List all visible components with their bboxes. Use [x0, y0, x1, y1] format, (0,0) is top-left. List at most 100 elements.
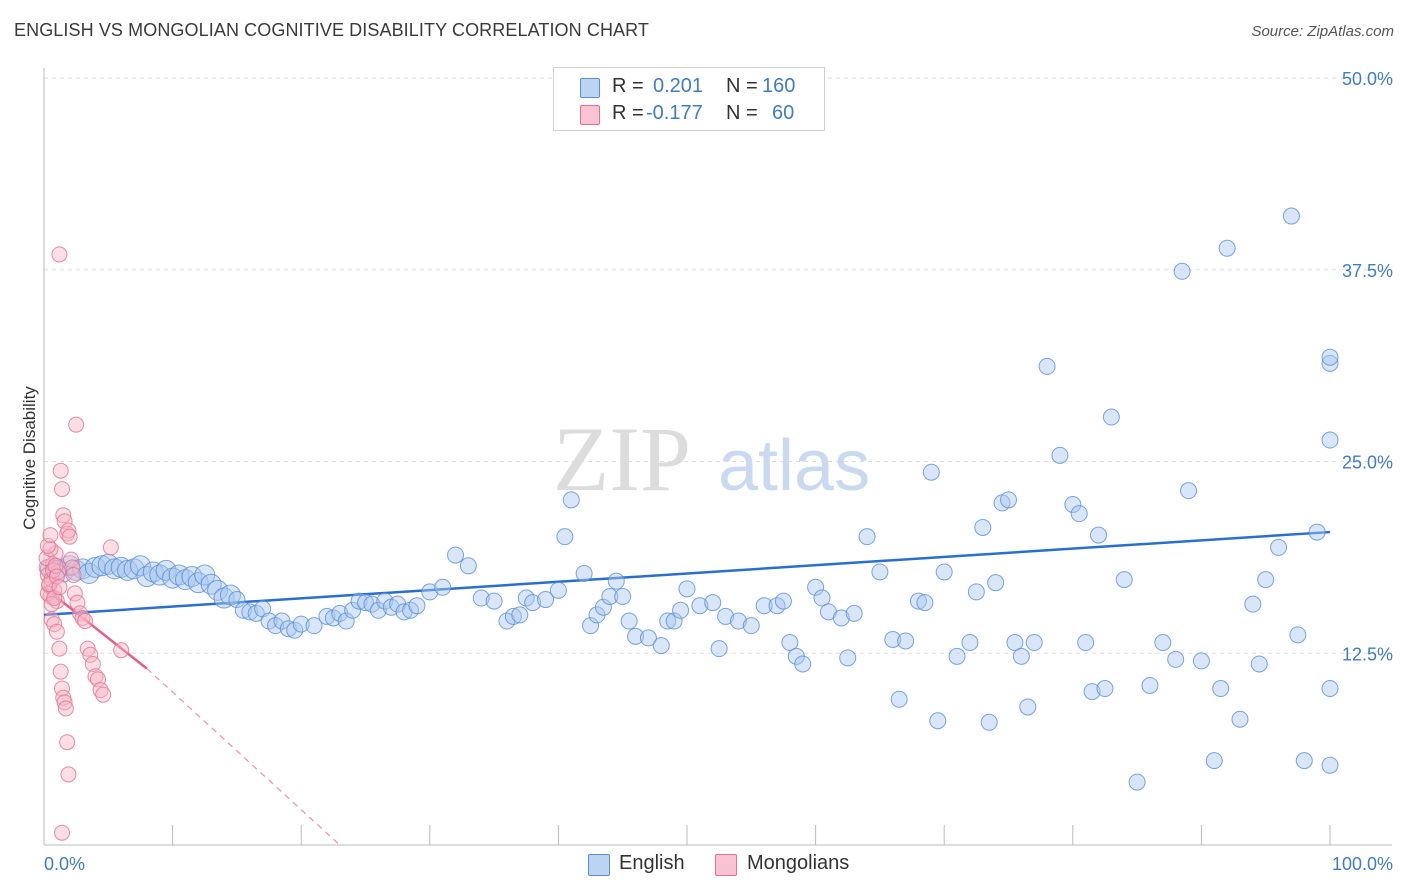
- english-point: [858, 528, 876, 546]
- mongolian-point: [57, 700, 74, 717]
- english-point: [1083, 683, 1101, 701]
- english-label: English: [619, 852, 685, 874]
- mongolian-point: [56, 694, 73, 711]
- mongolian-point: [77, 613, 94, 630]
- x-tick-label-min: 0.0%: [44, 854, 85, 874]
- english-point: [729, 612, 747, 630]
- mongolian-swatch: [580, 105, 600, 125]
- english-point: [408, 597, 426, 615]
- english-point: [511, 606, 529, 624]
- english-point: [935, 563, 953, 581]
- english-point: [659, 612, 677, 630]
- mongolian-point: [66, 585, 83, 602]
- english-point: [1295, 752, 1313, 770]
- english-point: [884, 630, 902, 648]
- english-point: [922, 463, 940, 481]
- mongolian-point: [52, 663, 69, 680]
- english-point: [1212, 680, 1230, 698]
- mongolian-point: [42, 527, 59, 544]
- bottom-legend-mongolians: Mongolians: [715, 852, 875, 878]
- english-points: [39, 207, 1339, 791]
- english-point: [286, 621, 304, 639]
- english-point: [1019, 698, 1037, 716]
- english-point: [234, 601, 252, 619]
- english-point: [627, 627, 645, 645]
- english-swatch: [580, 78, 600, 98]
- english-point: [961, 634, 979, 652]
- english-point: [620, 612, 638, 630]
- english-point: [1096, 680, 1114, 698]
- english-point: [1321, 756, 1339, 774]
- english-point: [717, 607, 735, 625]
- mongolian-point: [56, 513, 73, 530]
- bottom-legend-english: English: [588, 852, 708, 878]
- mongolian-point: [72, 605, 89, 622]
- english-point: [376, 592, 394, 610]
- english-point: [241, 603, 259, 621]
- english-point: [1205, 752, 1223, 770]
- english-point: [890, 690, 908, 708]
- n-label: N =: [726, 102, 758, 124]
- x-tick-labels: 0.0% 100.0%: [44, 854, 1393, 874]
- english-point: [704, 594, 722, 612]
- mongolian-trend-extension: [146, 668, 341, 846]
- english-point: [1250, 655, 1268, 673]
- english-point: [1006, 634, 1024, 652]
- english-point: [967, 583, 985, 601]
- english-point: [974, 518, 992, 536]
- english-point: [421, 583, 439, 601]
- axes: [43, 68, 1392, 846]
- english-point: [1321, 431, 1339, 449]
- mongolian-point: [60, 766, 77, 783]
- english-point: [774, 592, 792, 610]
- mongolian-point: [95, 686, 112, 703]
- n-label: N =: [726, 75, 758, 97]
- english-point: [691, 597, 709, 615]
- english-point: [1064, 495, 1082, 513]
- english-point: [929, 712, 947, 730]
- y-axis-label: Cognitive Disability: [20, 386, 39, 530]
- english-point: [807, 578, 825, 596]
- mongolian-point: [92, 682, 109, 699]
- mongolians-label: Mongolians: [747, 852, 850, 874]
- english-point: [434, 578, 452, 596]
- trend-lines: [43, 530, 1331, 846]
- mongolian-point: [113, 642, 130, 659]
- x-tick-label-max: 100.0%: [1332, 854, 1393, 874]
- english-point: [369, 601, 387, 619]
- english-point: [1090, 526, 1108, 544]
- english-point: [1231, 710, 1249, 728]
- chart-title: ENGLISH VS MONGOLIAN COGNITIVE DISABILIT…: [14, 20, 650, 40]
- english-point: [832, 609, 850, 627]
- english-point: [1128, 773, 1146, 791]
- english-point: [524, 594, 542, 612]
- english-point: [228, 591, 246, 609]
- english-point: [200, 573, 222, 595]
- english-point: [1308, 523, 1326, 541]
- english-point: [813, 589, 831, 607]
- english-point: [916, 594, 934, 612]
- mongolian-point: [51, 579, 68, 596]
- r-value-english: 0.201: [653, 75, 704, 97]
- mongolian-point: [59, 734, 76, 751]
- english-point: [363, 595, 381, 613]
- english-point: [1321, 348, 1339, 366]
- english-point: [1012, 647, 1030, 665]
- english-point: [1115, 571, 1133, 589]
- english-point: [594, 598, 612, 616]
- english-point: [845, 604, 863, 622]
- english-point: [601, 587, 619, 605]
- english-point: [117, 559, 139, 581]
- english-point: [213, 587, 235, 609]
- english-point: [678, 580, 696, 598]
- n-value-mongolians: 60: [772, 102, 795, 124]
- english-point: [639, 629, 657, 647]
- english-point: [897, 632, 915, 650]
- english-point: [1173, 262, 1191, 280]
- english-point: [582, 617, 600, 635]
- mongolian-point: [48, 623, 65, 640]
- mongolian-point: [51, 640, 68, 657]
- y-tick-label: 25.0%: [1342, 453, 1393, 473]
- english-swatch: [588, 854, 610, 876]
